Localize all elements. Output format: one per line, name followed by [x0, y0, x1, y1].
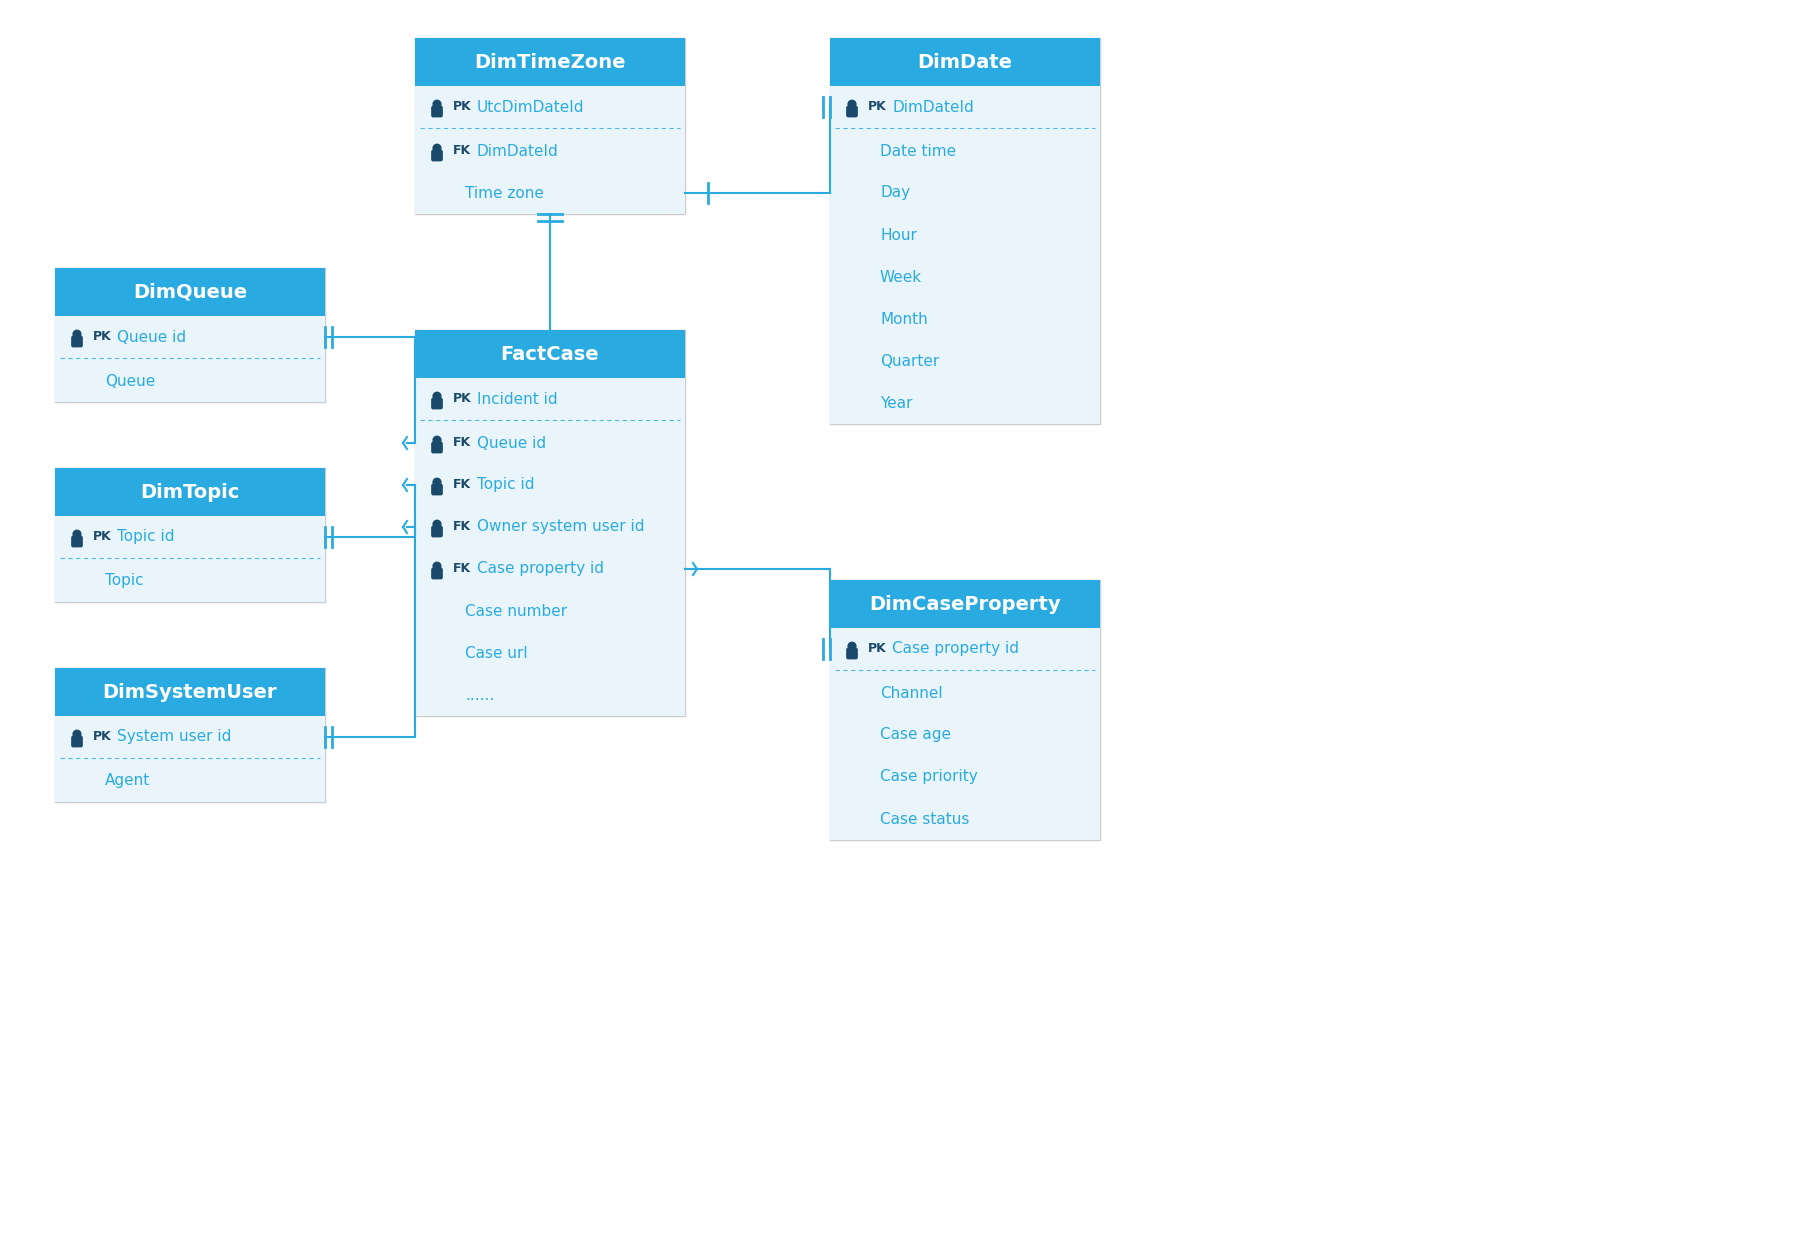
Text: DimTimeZone: DimTimeZone: [473, 53, 626, 72]
FancyBboxPatch shape: [72, 336, 83, 347]
FancyBboxPatch shape: [846, 648, 859, 659]
FancyBboxPatch shape: [56, 268, 326, 316]
Text: FK: FK: [454, 437, 472, 449]
FancyBboxPatch shape: [830, 86, 1100, 424]
FancyBboxPatch shape: [56, 668, 326, 716]
FancyBboxPatch shape: [432, 106, 443, 117]
Text: Agent: Agent: [104, 774, 149, 789]
FancyBboxPatch shape: [830, 38, 1100, 86]
Text: PK: PK: [94, 731, 112, 743]
Text: PK: PK: [454, 101, 472, 113]
FancyBboxPatch shape: [416, 377, 686, 716]
Text: PK: PK: [868, 101, 887, 113]
Text: Case url: Case url: [464, 645, 527, 660]
FancyBboxPatch shape: [830, 580, 1100, 628]
Text: Time zone: Time zone: [464, 185, 544, 200]
Text: Topic id: Topic id: [477, 478, 535, 492]
Text: Queue id: Queue id: [117, 330, 185, 345]
Text: PK: PK: [94, 531, 112, 543]
Text: Topic id: Topic id: [117, 530, 175, 545]
Text: Channel: Channel: [880, 686, 943, 701]
FancyBboxPatch shape: [432, 483, 443, 496]
Text: PK: PK: [868, 643, 887, 655]
FancyBboxPatch shape: [56, 516, 326, 603]
Circle shape: [434, 392, 441, 400]
Circle shape: [434, 562, 441, 570]
Text: Topic: Topic: [104, 574, 144, 589]
FancyBboxPatch shape: [432, 567, 443, 580]
Circle shape: [434, 437, 441, 444]
Circle shape: [74, 531, 81, 538]
Text: FK: FK: [454, 478, 472, 492]
Text: DimDate: DimDate: [918, 53, 1012, 72]
Text: Hour: Hour: [880, 228, 916, 243]
FancyBboxPatch shape: [72, 736, 83, 747]
Text: DimDateId: DimDateId: [477, 143, 558, 159]
Text: Month: Month: [880, 312, 927, 327]
FancyBboxPatch shape: [72, 536, 83, 547]
FancyBboxPatch shape: [416, 330, 686, 377]
Text: ......: ......: [464, 688, 495, 702]
Circle shape: [74, 731, 81, 738]
Circle shape: [434, 478, 441, 486]
Circle shape: [434, 101, 441, 108]
FancyBboxPatch shape: [432, 442, 443, 453]
Text: Incident id: Incident id: [477, 391, 558, 406]
FancyBboxPatch shape: [56, 468, 326, 516]
Circle shape: [848, 643, 857, 650]
Text: FactCase: FactCase: [500, 345, 599, 364]
Circle shape: [74, 331, 81, 338]
Text: PK: PK: [94, 331, 112, 343]
Text: DimQueue: DimQueue: [133, 283, 247, 302]
Text: FK: FK: [454, 145, 472, 157]
Text: DimCaseProperty: DimCaseProperty: [869, 595, 1060, 614]
Circle shape: [434, 145, 441, 152]
Text: Quarter: Quarter: [880, 353, 940, 369]
Text: Case status: Case status: [880, 811, 970, 827]
FancyBboxPatch shape: [416, 38, 686, 86]
Text: DimTopic: DimTopic: [140, 483, 239, 502]
Text: Queue id: Queue id: [477, 435, 545, 450]
Text: Year: Year: [880, 395, 913, 410]
Text: DimSystemUser: DimSystemUser: [103, 683, 277, 702]
FancyBboxPatch shape: [432, 526, 443, 537]
Text: Queue: Queue: [104, 374, 155, 389]
Text: Owner system user id: Owner system user id: [477, 520, 644, 535]
Text: Case property id: Case property id: [893, 642, 1019, 657]
Text: Day: Day: [880, 185, 911, 200]
FancyBboxPatch shape: [56, 316, 326, 403]
Text: Date time: Date time: [880, 143, 956, 159]
Text: PK: PK: [454, 392, 472, 405]
FancyBboxPatch shape: [830, 628, 1100, 840]
FancyBboxPatch shape: [432, 150, 443, 161]
FancyBboxPatch shape: [846, 106, 859, 117]
Circle shape: [434, 521, 441, 528]
Text: FK: FK: [454, 562, 472, 575]
FancyBboxPatch shape: [416, 86, 686, 214]
Text: Week: Week: [880, 269, 922, 284]
Text: Case priority: Case priority: [880, 770, 977, 785]
Text: DimDateId: DimDateId: [893, 99, 974, 114]
Text: UtcDimDateId: UtcDimDateId: [477, 99, 585, 114]
FancyBboxPatch shape: [56, 716, 326, 803]
Text: Case number: Case number: [464, 604, 567, 619]
Text: Case property id: Case property id: [477, 561, 605, 576]
Text: Case age: Case age: [880, 727, 950, 742]
FancyBboxPatch shape: [432, 398, 443, 409]
Text: FK: FK: [454, 521, 472, 533]
Circle shape: [848, 101, 857, 108]
Text: System user id: System user id: [117, 730, 232, 745]
